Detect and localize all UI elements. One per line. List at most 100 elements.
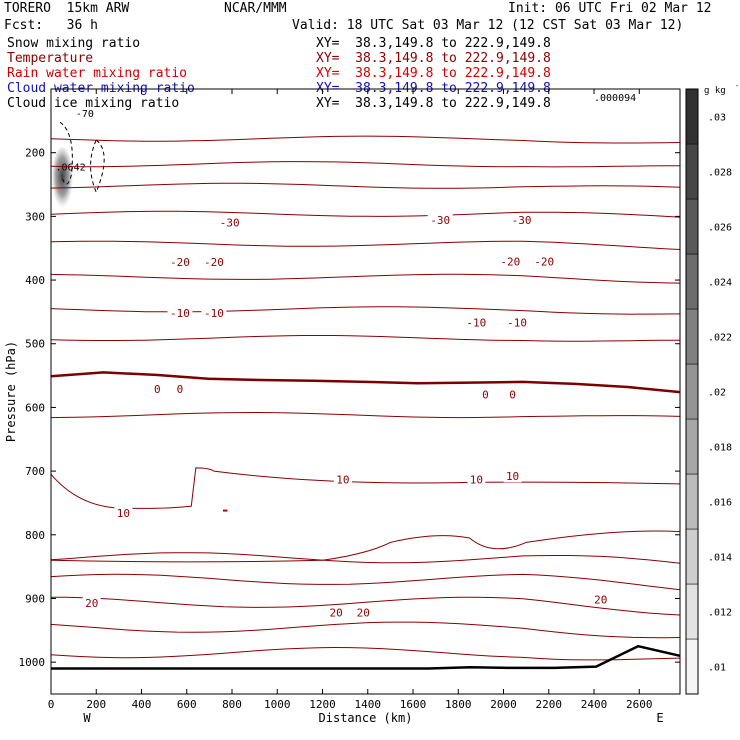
contour-label: 10: [506, 470, 519, 483]
colorbar-tick-label: .024: [708, 278, 732, 289]
colorbar: .01 .012 .014 .016 .018 .02 .022 .024 .026 .028 .0…: [685, 82, 740, 695]
colorbar-tick-label: .01: [708, 663, 726, 674]
x-tick-label: 1400: [355, 698, 382, 711]
x-tick-label: 600: [177, 698, 197, 711]
isotherm-line: [50, 646, 681, 661]
max-label: .000094: [594, 93, 636, 104]
colorbar-tick-label: .018: [708, 443, 732, 454]
label-mask: [151, 382, 163, 395]
isotherm-line: [50, 596, 681, 616]
contour-label: 10: [336, 473, 349, 486]
y-tick-label: 300: [25, 210, 45, 223]
isotherm-line: [50, 552, 681, 564]
contour-label: -10: [204, 307, 224, 320]
label-mask: [217, 216, 243, 229]
x-tick-label: 1800: [445, 698, 472, 711]
isotherm-line: [50, 467, 681, 509]
colorbar-tick-label: .014: [708, 553, 732, 564]
colorbar-tick-label: .028: [708, 168, 732, 179]
field-name: Rain water mixing ratio: [7, 66, 188, 81]
colorbar-swatch: [685, 198, 699, 255]
colorbar-tick-label: .016: [708, 498, 732, 509]
ice-dashed-contour: [59, 121, 73, 185]
org-label: NCAR/MMM: [224, 1, 287, 16]
colorbar-tick-label: .022: [708, 333, 732, 344]
isotherm-line: [50, 240, 681, 250]
contour-label: 10: [117, 507, 130, 520]
colorbar-tick-label: .026: [708, 223, 732, 234]
y-tick-label: 700: [25, 465, 45, 478]
isotherm-line: [50, 210, 681, 218]
contour-label: 20: [85, 597, 98, 610]
contour-label: 20: [357, 606, 370, 619]
east-label: E: [656, 711, 663, 725]
contour-label: -20: [204, 256, 224, 269]
label-mask: [201, 256, 227, 269]
label-mask: [333, 473, 352, 486]
label-mask: [167, 307, 193, 320]
field-name: Cloud ice mixing ratio: [7, 96, 180, 111]
x-tick-label: 2400: [581, 698, 608, 711]
colorbar-tick-label: .02: [708, 388, 726, 399]
colorbar-swatch: [685, 528, 699, 585]
label-mask: [463, 316, 489, 329]
label-mask: [504, 316, 530, 329]
isotherm-line: [50, 621, 681, 639]
label-mask: [114, 507, 133, 520]
contour-label: -20: [500, 256, 520, 269]
colorbar-border: [685, 88, 699, 695]
terrain-line: [51, 644, 681, 670]
label-mask: [167, 256, 193, 269]
freezing-level-line: [50, 371, 681, 394]
colorbar-swatch: [685, 583, 699, 640]
y-tick-label: 500: [25, 338, 45, 351]
contour-label: 20: [594, 594, 607, 607]
y-axis-label: Pressure (hPa): [4, 341, 18, 442]
y-tick-label: 1000: [19, 656, 46, 669]
contour-label: -10: [466, 317, 486, 330]
field-name: Temperature: [7, 51, 94, 66]
colorbar-swatch: [685, 473, 699, 530]
contour-label: -20: [534, 256, 554, 269]
colorbar-unit: g kg: [704, 86, 726, 96]
colorbar-swatch: [685, 308, 699, 365]
isotherm-line: [50, 306, 681, 315]
label-mask: [509, 214, 535, 227]
label-mask: [531, 255, 557, 268]
ice-top-label: -70: [76, 109, 94, 120]
x-tick-label: 400: [132, 698, 152, 711]
x-tick-label: 0: [48, 698, 55, 711]
colorbar-swatch: [685, 143, 699, 200]
ice-max-label: .0642: [56, 163, 86, 174]
x-tick-label: 1000: [264, 698, 291, 711]
y-tick-label: 800: [25, 529, 45, 542]
isotherm-line: [50, 182, 681, 189]
isotherm-line: [50, 335, 681, 342]
x-tick-label: 2000: [490, 698, 517, 711]
contour-label: -10: [170, 307, 190, 320]
contour-labels: -30 -30 -30 -20 -20 -20 -20 -10 -10 -10 -10 0 0 0 0 10 1…: [82, 214, 610, 619]
plot-border: [50, 88, 681, 695]
model-title: TORERO 15km ARW: [4, 1, 130, 16]
label-mask: [174, 382, 186, 395]
label-mask: [497, 255, 523, 268]
colorbar-tick-label: .012: [708, 608, 732, 619]
colorbar-unit-exponent: -1: [735, 82, 740, 90]
field-xy: XY= 38.3,149.8 to 222.9,149.8: [316, 51, 551, 66]
valid-time: Valid: 18 UTC Sat 03 Mar 12 (12 CST Sat …: [292, 18, 684, 33]
contour-label: 0: [509, 389, 516, 402]
field-xy: XY= 38.3,149.8 to 222.9,149.8: [316, 66, 551, 81]
contour-label: -10: [507, 317, 527, 330]
contour-label: 0: [154, 383, 161, 396]
isotherm-line: [50, 411, 681, 419]
label-mask: [467, 473, 486, 486]
forecast-hour: Fcst: 36 h: [4, 18, 98, 33]
isotherm-line: [50, 135, 681, 144]
x-tick-label: 1200: [309, 698, 336, 711]
label-mask: [479, 388, 491, 401]
west-label: W: [83, 711, 91, 725]
contour-label: 0: [482, 389, 489, 402]
contour-label: -30: [220, 217, 240, 230]
field-xy: XY= 38.3,149.8 to 222.9,149.8: [316, 96, 551, 111]
label-mask: [82, 596, 101, 609]
